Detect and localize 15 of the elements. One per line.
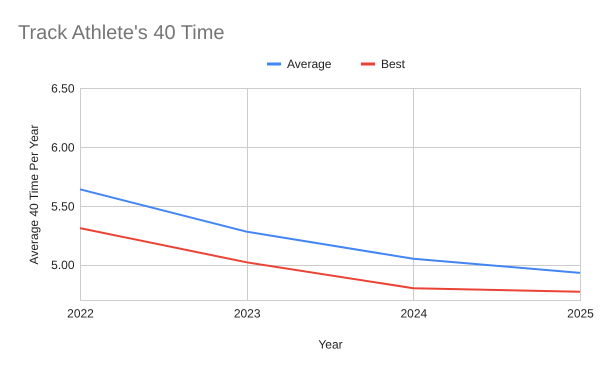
legend-label: Average <box>287 57 332 71</box>
y-tick-label: 6.00 <box>51 140 75 154</box>
x-tick-label: 2022 <box>67 306 94 320</box>
line-series <box>79 188 581 274</box>
x-tick-label: 2023 <box>234 306 261 320</box>
y-tick-label: 5.50 <box>51 199 75 214</box>
y-tick-label: 6.50 <box>51 82 75 96</box>
line-series <box>79 227 581 293</box>
y-axis-title: Average 40 Time Per Year <box>27 124 42 264</box>
chart-title: Track Athlete's 40 Time <box>18 22 224 44</box>
x-tick-label: 2024 <box>400 306 428 320</box>
x-tick-label: 2025 <box>567 306 594 320</box>
x-axis-title: Year <box>318 338 343 352</box>
y-tick-label: 5.00 <box>51 258 75 272</box>
legend-label: Best <box>381 57 406 71</box>
